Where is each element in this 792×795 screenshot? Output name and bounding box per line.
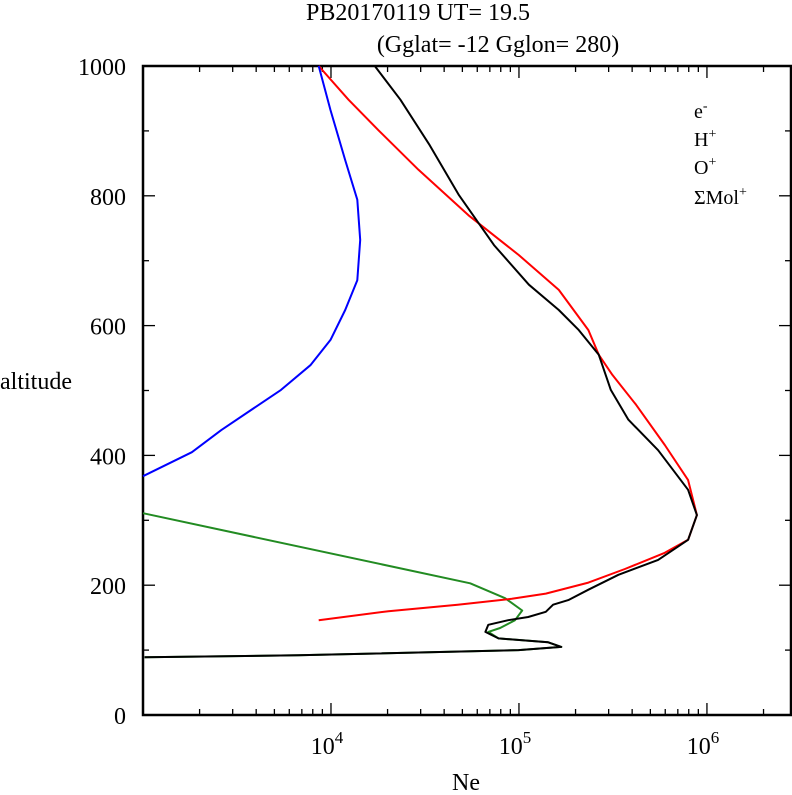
x-axis-label: Ne bbox=[452, 770, 480, 795]
legend-entry: O+ bbox=[694, 155, 716, 179]
y-tick-label: 0 bbox=[114, 704, 126, 730]
y-tick-label: 600 bbox=[90, 315, 126, 341]
series-layer bbox=[142, 65, 698, 659]
x-tick-label: 106 bbox=[687, 728, 720, 760]
series-line-molplus bbox=[142, 512, 563, 659]
y-tick-label: 200 bbox=[90, 574, 126, 600]
legend-entry: e- bbox=[694, 99, 708, 123]
y-tick-label: 1000 bbox=[78, 55, 126, 81]
y-axis-label: altitude bbox=[0, 369, 72, 395]
x-tick-label: 105 bbox=[499, 728, 532, 760]
legend-entry: ΣMol+ bbox=[694, 185, 747, 209]
y-tick-label: 800 bbox=[90, 185, 126, 211]
legend-entry: H+ bbox=[694, 127, 716, 151]
y-axis: 0 200 400 600 800 1000 bbox=[78, 55, 791, 730]
series-line-hplus bbox=[142, 65, 362, 478]
series-line-electron bbox=[144, 65, 698, 659]
y-tick-label: 400 bbox=[90, 444, 126, 470]
x-axis: 104 105 106 bbox=[142, 66, 765, 760]
chart-title-line2: (Gglat= -12 Gglon= 280) bbox=[377, 32, 619, 58]
series-line-oplus bbox=[317, 65, 698, 622]
chart-title-line1: PB20170119 UT= 19.5 bbox=[306, 0, 530, 26]
legend: e- H+ O+ ΣMol+ bbox=[694, 99, 747, 209]
x-tick-label: 104 bbox=[311, 728, 344, 760]
